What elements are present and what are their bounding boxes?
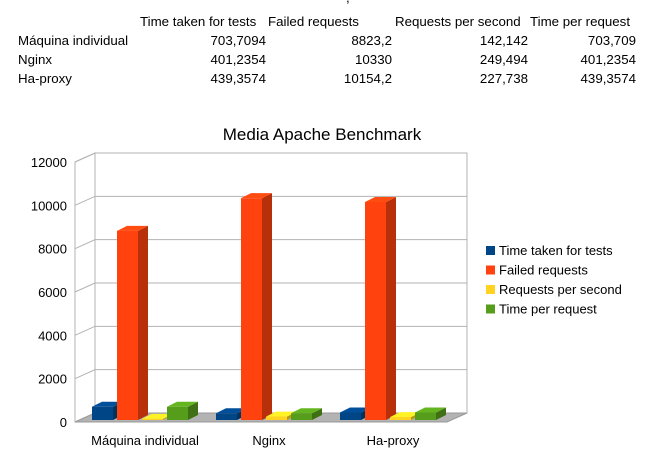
bar-side	[386, 196, 396, 420]
bar-top	[390, 412, 421, 418]
bar-top	[291, 408, 322, 414]
table-header-cell: Time per request	[530, 14, 631, 29]
bar-top	[365, 196, 396, 202]
bar-side	[262, 193, 272, 420]
table-top-fragment: ,	[346, 0, 350, 6]
bar-front	[340, 412, 361, 420]
table-cell: 439,3574	[210, 71, 266, 86]
y-tick-label: 10000	[31, 198, 67, 213]
table-header-cell: Time taken for tests	[140, 14, 257, 29]
bar-front	[117, 230, 138, 420]
legend-swatch	[486, 285, 495, 294]
bar-front	[266, 416, 287, 420]
table-row-label: Máquina individual	[18, 33, 129, 48]
bar-front	[415, 412, 436, 420]
gridline	[74, 325, 467, 336]
table-cell: 10154,2	[343, 71, 392, 86]
legend-swatch	[486, 246, 495, 255]
legend-label: Time taken for tests	[499, 243, 613, 258]
bar-front	[167, 406, 188, 420]
gridline	[74, 195, 467, 206]
legend-swatch	[486, 304, 495, 314]
table-row-label: Ha-proxy	[18, 71, 72, 86]
bar	[241, 193, 272, 420]
bar-front	[390, 417, 411, 420]
bar-front	[216, 413, 237, 420]
legend-label: Time per request	[499, 302, 597, 317]
bar	[415, 407, 446, 420]
bar-front	[365, 201, 386, 420]
y-tick-label: 8000	[38, 242, 67, 257]
table-cell: 401,2354	[580, 52, 636, 67]
bar-side	[312, 408, 322, 420]
bar	[365, 196, 396, 420]
bars-layer	[92, 193, 446, 420]
data-table: , Time taken for tests Failed requests Requ…	[0, 0, 660, 120]
table-cell: 8823,2	[351, 33, 392, 48]
y-tick-label: 2000	[38, 372, 67, 387]
chart-title: Media Apache Benchmark	[223, 125, 422, 144]
bar	[167, 401, 198, 420]
table-cell: 142,142	[479, 33, 528, 48]
bar-top	[415, 407, 446, 413]
bar-top	[167, 401, 198, 407]
bar-top	[92, 401, 123, 407]
table-row-label: Nginx	[18, 52, 52, 67]
x-tick-label: Máquina individual	[91, 433, 199, 448]
gridline	[74, 282, 467, 293]
gridline	[74, 152, 467, 163]
table-cell: 703,709	[587, 33, 636, 48]
bar-front	[142, 418, 163, 420]
table-header-cell: Failed requests	[268, 14, 359, 29]
table-cell: 227,738	[479, 71, 528, 86]
table-cell: 439,3574	[580, 71, 636, 86]
table-cell: 703,7094	[210, 33, 266, 48]
x-tick-label: Ha-proxy	[367, 433, 420, 448]
gridline	[74, 369, 467, 380]
table-cell: 249,494	[479, 52, 528, 67]
legend-label: Requests per second	[499, 282, 622, 297]
y-tick-label: 0	[60, 415, 67, 430]
bar-top	[117, 225, 148, 231]
y-tick-label: 12000	[31, 155, 67, 170]
bar	[117, 225, 148, 420]
bar-side	[436, 407, 446, 420]
y-tick-label: 6000	[38, 285, 67, 300]
bar-top	[142, 413, 173, 419]
y-tick-label: 4000	[38, 328, 67, 343]
bar-top	[266, 411, 297, 417]
bar-front	[92, 406, 113, 420]
bar-front	[241, 198, 262, 420]
bar-side	[188, 401, 198, 420]
bar-side	[138, 225, 148, 420]
table-header-cell: Requests per second	[395, 14, 521, 29]
bar-top	[241, 193, 272, 199]
bar-top	[216, 408, 247, 414]
bar	[291, 408, 322, 420]
table-cell: 401,2354	[210, 52, 266, 67]
gridline	[74, 239, 467, 250]
bar-front	[291, 413, 312, 420]
x-tick-label: Nginx	[252, 433, 286, 448]
legend-swatch	[486, 265, 495, 275]
bar-top	[340, 407, 371, 413]
table-cell: 10330	[355, 52, 392, 67]
legend-label: Failed requests	[499, 263, 588, 278]
